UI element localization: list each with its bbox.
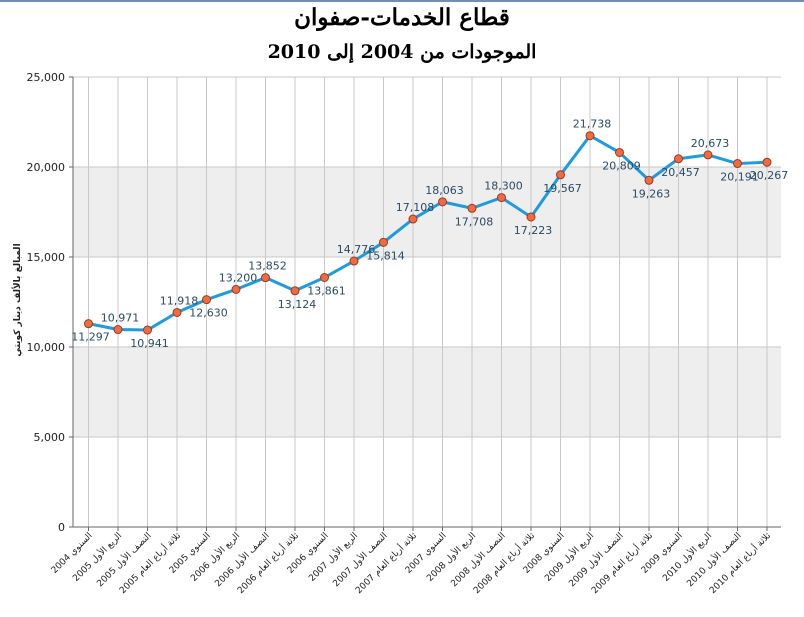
data-point xyxy=(408,214,418,224)
y-axis-title: المبالغ بالألف دينار كويتي xyxy=(11,243,23,356)
data-point xyxy=(585,131,595,141)
data-label: 17,708 xyxy=(455,215,494,228)
data-point xyxy=(84,319,93,329)
y-tick-label: 25,000 xyxy=(27,71,66,84)
data-point xyxy=(556,170,565,180)
series-line xyxy=(88,134,768,332)
data-point xyxy=(113,325,123,335)
data-point xyxy=(467,203,477,213)
data-label: 13,200 xyxy=(219,271,258,284)
data-point xyxy=(526,212,536,222)
data-point xyxy=(320,273,329,283)
x-tick-label: النصف الأول 2008 xyxy=(448,530,508,590)
data-point xyxy=(290,286,300,296)
data-label: 10,941 xyxy=(130,337,169,350)
data-point xyxy=(172,307,182,317)
data-label: 20,191 xyxy=(720,171,759,184)
top-rule xyxy=(0,0,804,2)
data-label: 19,263 xyxy=(632,187,671,200)
y-tick-label: 10,000 xyxy=(27,341,66,354)
data-label: 21,738 xyxy=(573,118,612,131)
chart-title: قطاع الخدمات-صفوان xyxy=(294,4,510,31)
data-label: 13,861 xyxy=(307,285,346,298)
data-label: 17,108 xyxy=(396,201,435,214)
x-tick-label: النصف الأول 2010 xyxy=(684,530,744,590)
data-label: 14,776 xyxy=(337,243,376,256)
y-tick-label: 20,000 xyxy=(27,161,66,174)
data-label: 20,673 xyxy=(691,137,730,150)
data-label: 20,457 xyxy=(661,166,700,179)
data-label: 19,567 xyxy=(543,182,582,195)
y-tick-label: 0 xyxy=(58,521,65,534)
x-tick-label: النصف الأول 2006 xyxy=(212,530,272,590)
data-point xyxy=(497,193,506,203)
data-point xyxy=(615,147,624,157)
data-point xyxy=(762,157,772,167)
data-label: 20,809 xyxy=(602,159,641,172)
data-label: 18,063 xyxy=(425,184,464,197)
chart-subtitle: الموجودات من 2004 إلى 2010 xyxy=(267,41,537,63)
data-label: 12,630 xyxy=(189,307,228,320)
data-label: 11,297 xyxy=(71,331,110,344)
data-point xyxy=(644,175,654,185)
x-tick-label: النصف الأول 2007 xyxy=(330,530,390,590)
data-point xyxy=(703,150,713,160)
data-point xyxy=(438,197,447,207)
data-point xyxy=(674,154,683,164)
data-point xyxy=(202,295,211,305)
x-tick-label: النصف الأول 2005 xyxy=(94,530,154,590)
data-label: 15,814 xyxy=(366,249,405,262)
data-label: 10,971 xyxy=(101,312,140,325)
data-point xyxy=(231,284,241,294)
data-label: 11,918 xyxy=(160,294,199,307)
data-label: 18,300 xyxy=(484,180,523,193)
y-tick-label: 15,000 xyxy=(27,251,66,264)
y-tick-label: 5,000 xyxy=(34,431,66,444)
data-label: 17,223 xyxy=(514,224,553,237)
x-tick-label: النصف الأول 2009 xyxy=(566,530,626,590)
data-label: 13,852 xyxy=(248,260,287,273)
data-label: 20,267 xyxy=(750,169,789,182)
data-point xyxy=(143,325,152,335)
grid-band xyxy=(73,347,781,437)
data-point xyxy=(733,159,742,169)
data-point xyxy=(261,273,270,283)
data-point xyxy=(379,237,388,247)
data-label: 13,124 xyxy=(278,298,317,311)
data-point xyxy=(349,256,359,266)
